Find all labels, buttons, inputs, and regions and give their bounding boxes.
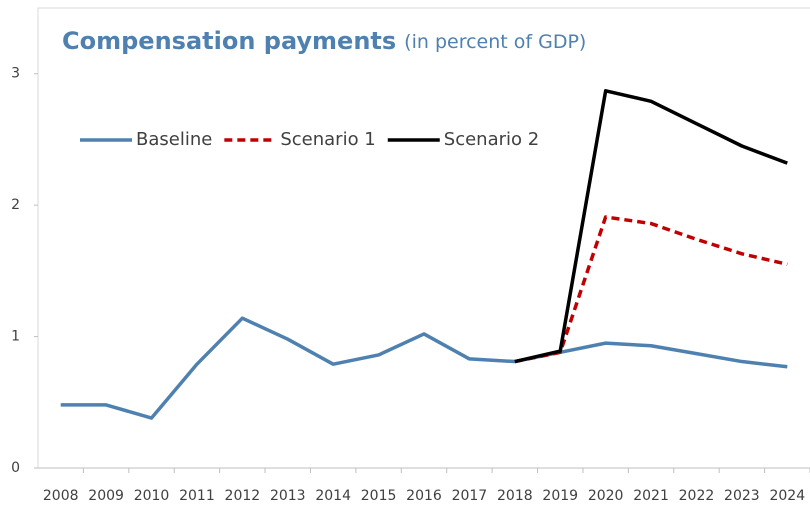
- legend-label: Baseline: [136, 129, 212, 150]
- y-tick-label: 3: [11, 66, 20, 82]
- x-tick-label: 2015: [361, 488, 397, 504]
- x-tick-label: 2010: [134, 488, 170, 504]
- chart-title: Compensation payments (in percent of GDP): [62, 27, 586, 55]
- x-tick-label: 2009: [88, 488, 124, 504]
- legend-label: Scenario 2: [444, 129, 539, 150]
- x-tick-label: 2019: [542, 488, 578, 504]
- series-line: [514, 89, 788, 364]
- x-tick-label: 2020: [588, 488, 624, 504]
- series-line: [60, 316, 788, 420]
- x-tick-label: 2013: [270, 488, 306, 504]
- y-tick-label: 1: [11, 329, 20, 345]
- x-tick-label: 2011: [179, 488, 215, 504]
- y-tick-label: 2: [11, 197, 20, 213]
- x-tick-label: 2014: [315, 488, 351, 504]
- legend-label: Scenario 1: [280, 129, 375, 150]
- x-tick-label: 2012: [225, 488, 261, 504]
- y-tick-label: 0: [11, 460, 20, 476]
- x-tick-label: 2018: [497, 488, 533, 504]
- subtitle-text: (in percent of GDP): [404, 31, 586, 53]
- x-tick-label: 2016: [406, 488, 442, 504]
- title-text: Compensation payments: [62, 27, 396, 55]
- x-tick-label: 2017: [452, 488, 488, 504]
- x-tick-label: 2024: [769, 488, 805, 504]
- x-tick-label: 2023: [724, 488, 760, 504]
- series-line: [514, 215, 788, 364]
- x-tick-label: 2008: [43, 488, 79, 504]
- x-tick-label: 2021: [633, 488, 669, 504]
- x-tick-label: 2022: [679, 488, 715, 504]
